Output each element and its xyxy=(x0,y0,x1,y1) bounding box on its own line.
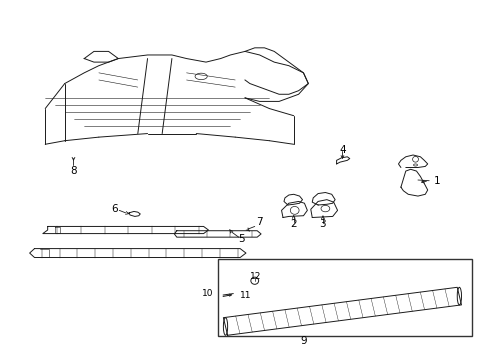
Text: 6: 6 xyxy=(112,204,118,214)
Text: 1: 1 xyxy=(434,176,441,186)
Text: 5: 5 xyxy=(238,234,245,244)
Bar xyxy=(218,259,471,336)
Text: 12: 12 xyxy=(250,272,261,281)
Text: 3: 3 xyxy=(319,219,326,229)
Text: 7: 7 xyxy=(256,217,263,227)
Text: 9: 9 xyxy=(300,337,307,346)
Text: 8: 8 xyxy=(70,166,77,176)
Text: 10: 10 xyxy=(202,289,213,298)
Text: 2: 2 xyxy=(291,219,297,229)
Text: 11: 11 xyxy=(240,291,252,300)
Text: 4: 4 xyxy=(339,145,346,155)
